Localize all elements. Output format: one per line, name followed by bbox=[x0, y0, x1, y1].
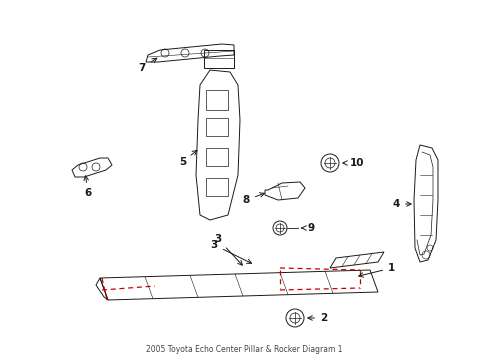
Text: 7: 7 bbox=[138, 58, 157, 73]
Text: 8: 8 bbox=[242, 193, 264, 205]
Bar bbox=[205, 118, 227, 136]
Bar bbox=[205, 90, 227, 110]
Text: 6: 6 bbox=[84, 176, 91, 198]
Text: 2005 Toyota Echo Center Pillar & Rocker Diagram 1: 2005 Toyota Echo Center Pillar & Rocker … bbox=[145, 346, 342, 355]
Text: 2: 2 bbox=[307, 313, 326, 323]
Text: 5: 5 bbox=[179, 150, 197, 167]
Bar bbox=[205, 148, 227, 166]
Text: 3: 3 bbox=[210, 240, 251, 263]
Bar bbox=[205, 178, 227, 196]
Text: 3: 3 bbox=[214, 234, 242, 265]
Bar bbox=[203, 50, 234, 68]
Text: 1: 1 bbox=[358, 263, 394, 277]
Text: 4: 4 bbox=[392, 199, 410, 209]
Text: 10: 10 bbox=[342, 158, 364, 168]
Text: 9: 9 bbox=[301, 223, 314, 233]
